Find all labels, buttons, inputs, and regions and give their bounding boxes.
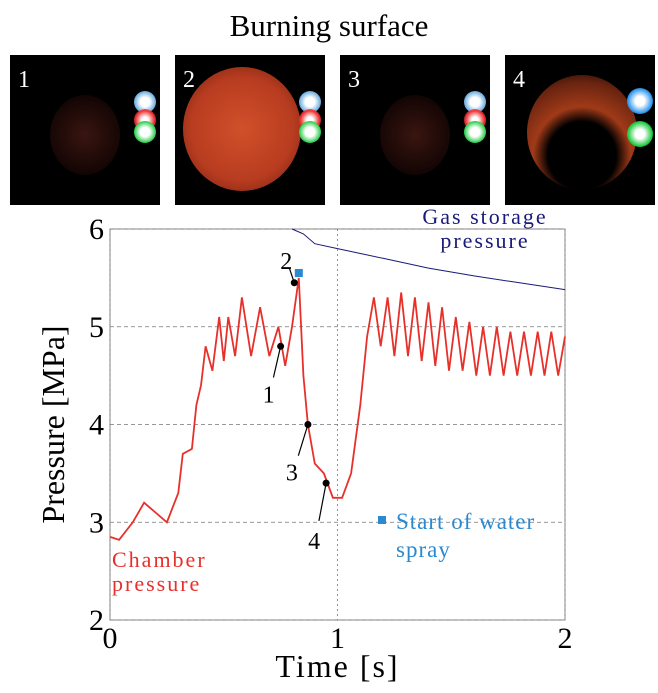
- panel-label: 4: [513, 67, 525, 93]
- image-panel: 3: [340, 55, 490, 205]
- annotation-point: [304, 421, 312, 428]
- image-panel: 2: [175, 55, 325, 205]
- image-panel: 1: [10, 55, 160, 205]
- image-panel: 4: [505, 55, 655, 205]
- y-tick-label: 3: [89, 506, 104, 539]
- annotation-arrow: [297, 424, 309, 456]
- water-spray-marker: [294, 268, 303, 277]
- x-axis-label: Time [s]: [275, 648, 399, 684]
- annotation-label: 2: [280, 249, 292, 275]
- annotation-point: [277, 342, 285, 350]
- figure-title: Burning surface: [229, 8, 429, 43]
- annotation-arrow: [272, 346, 282, 378]
- y-tick-label: 4: [89, 409, 104, 442]
- y-axis-label: Pressure [MPa]: [35, 325, 71, 523]
- x-tick-label: 0: [103, 622, 118, 655]
- panel-label: 1: [18, 67, 30, 93]
- x-tick-label: 2: [558, 622, 573, 655]
- annotation-point: [322, 479, 330, 487]
- annotation-point: [290, 279, 298, 287]
- annotation-label: 3: [286, 461, 298, 487]
- series-label: Gas storage pressure: [422, 204, 548, 253]
- panel-label: 2: [183, 67, 195, 93]
- annotation-label: 4: [308, 529, 320, 555]
- panel-label: 3: [348, 67, 360, 93]
- data-line: [109, 277, 566, 541]
- x-tick-label: 1: [330, 622, 345, 655]
- y-tick-label: 6: [89, 213, 104, 246]
- y-tick-label: 2: [89, 604, 104, 637]
- series-label: Chamber pressure: [112, 547, 207, 596]
- annotation-arrow: [318, 483, 327, 521]
- annotation-label: 1: [263, 382, 275, 408]
- legend-swatch: [378, 516, 386, 524]
- legend-label: Start of water spray: [396, 509, 536, 562]
- data-line: [291, 228, 566, 291]
- y-tick-label: 5: [89, 311, 104, 344]
